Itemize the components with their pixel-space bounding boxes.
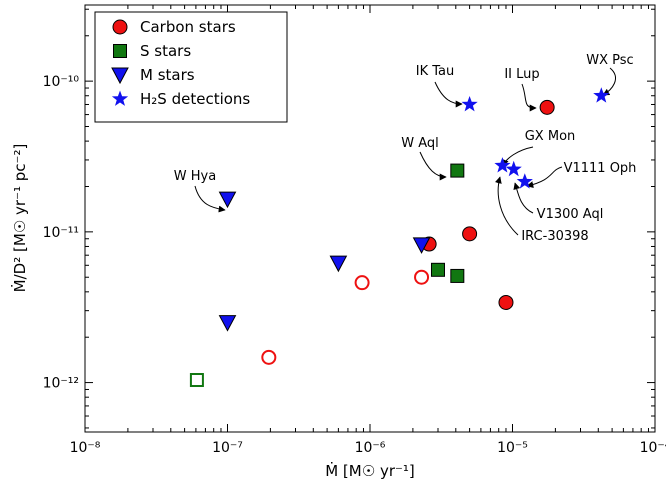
legend-marker [112,19,128,35]
annotation-arrow [419,151,447,181]
legend-marker [111,67,129,85]
legend: Carbon stars S stars M stars H₂S detections [94,11,288,123]
x-tick-label: 10⁻⁴ [640,440,666,456]
data-point [494,157,511,173]
data-point [218,315,237,332]
data-point [450,163,465,178]
x-tick-label: 10⁻⁶ [355,440,386,456]
x-tick-label: 10⁻⁵ [497,440,528,456]
legend-label: Carbon stars [140,18,236,36]
annotation-label: V1300 Aql [537,207,604,222]
data-point [354,275,370,291]
annotations: WX Psc II Lup IK Tau W Aql GX Mon V1111 Oph V1… [174,53,637,244]
x-tick-label: 10⁻⁸ [70,440,101,456]
data-point [329,255,348,273]
data-point [450,268,465,283]
data-point [461,96,478,112]
annotation-arrow [521,83,537,112]
annotation-label: IK Tau [416,64,455,79]
annotation-label: II Lup [504,67,539,82]
x-axis-label: Ṁ [M☉ yr⁻¹] [325,461,415,480]
annotation-label: W Hya [174,169,216,184]
legend-label: H₂S detections [140,90,250,108]
legend-label: S stars [140,42,191,60]
data-point [261,349,277,365]
data-point [430,262,445,277]
annotation-arrow [602,67,616,96]
annotation-arrow [494,176,519,236]
data-points [189,87,610,388]
annotation-arrow [194,185,226,213]
data-point [218,191,237,209]
data-point [505,160,522,177]
y-tick-label: 10⁻¹¹ [43,225,79,241]
annotation-label: WX Psc [586,53,633,68]
y-tick-label: 10⁻¹² [43,376,79,392]
annotation-label: GX Mon [525,129,576,144]
annotation-arrow [526,166,563,189]
axis-ticks: 10⁻⁸ 10⁻⁷ 10⁻⁶ 10⁻⁵ 10⁻⁴ 10⁻¹² 10⁻¹¹ 10⁻¹⁰ [43,5,666,456]
legend-label: M stars [140,66,195,84]
y-tick-label: 10⁻¹⁰ [43,74,80,90]
data-point [414,269,430,285]
legend-marker [111,90,129,106]
data-point [539,99,555,115]
legend-marker [113,44,127,58]
data-point [462,226,478,242]
annotation-arrow [513,182,534,214]
legend-box [94,11,288,123]
data-point [498,294,514,310]
data-point [516,173,533,189]
y-axis-label: Ṁ/D² [M☉ yr⁻¹ pc⁻²] [10,144,29,293]
annotation-label: W Aql [401,136,439,151]
data-point [189,373,204,388]
annotation-label: IRC-30398 [521,229,588,244]
annotation-label: V1111 Oph [564,161,637,176]
data-point [593,87,610,103]
x-tick-label: 10⁻⁷ [212,440,243,456]
annotation-arrow [434,81,463,108]
data-point [412,237,431,254]
